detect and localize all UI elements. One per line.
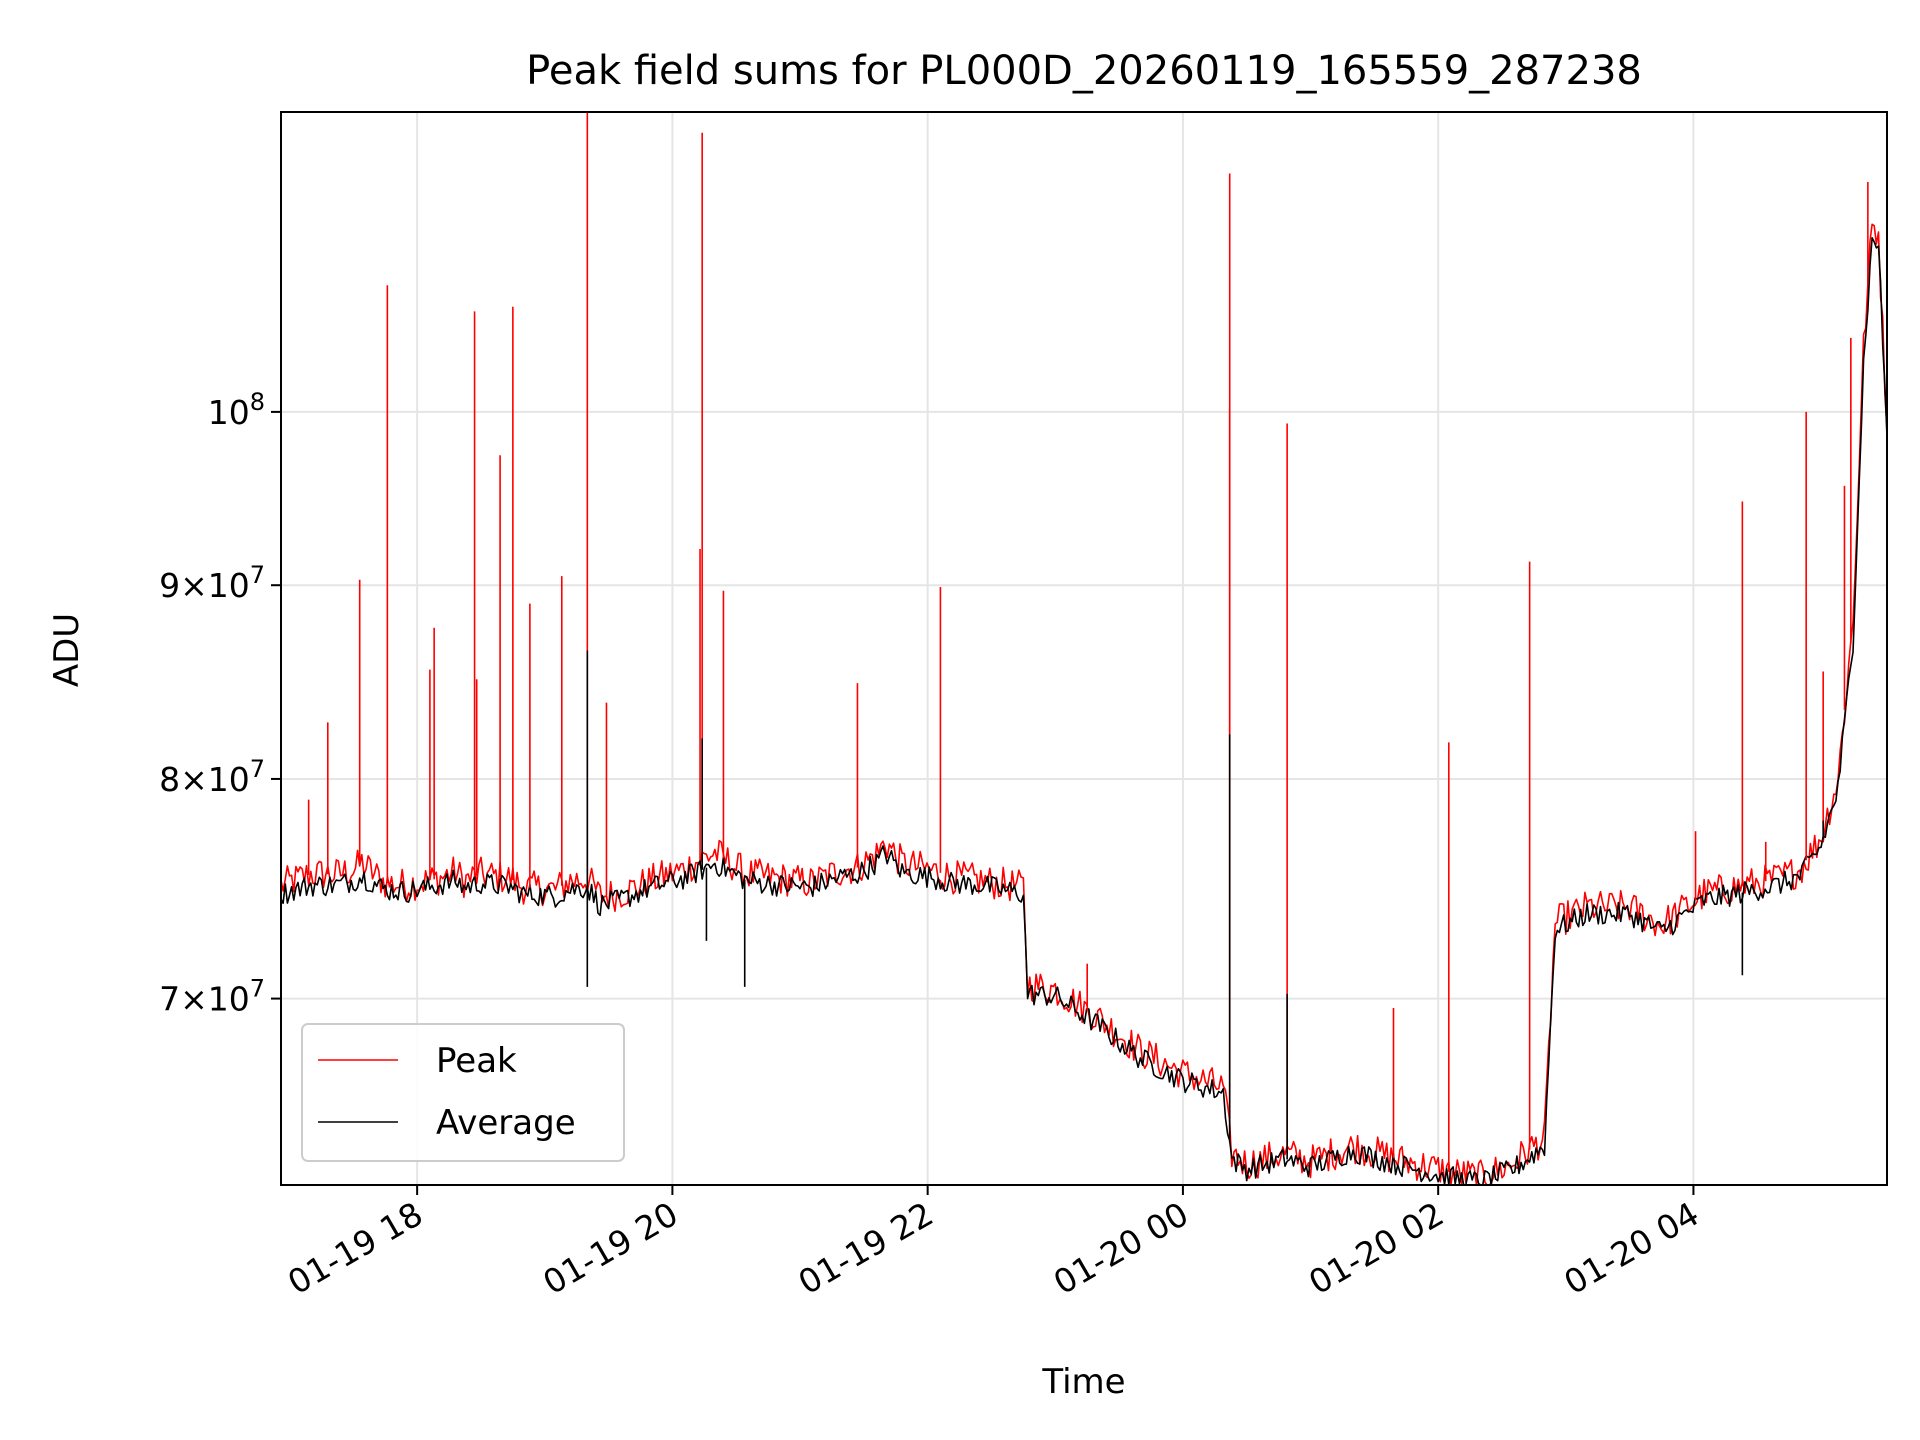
plot-frame [280, 111, 1888, 1186]
chart-title: Peak field sums for PL000D_20260119_1655… [526, 48, 1642, 94]
legend-box [301, 1023, 625, 1162]
legend-label-peak: Peak [436, 1041, 517, 1081]
series-line-peak [280, 223, 1888, 1186]
y-axis-label: ADU [47, 613, 87, 687]
legend: Peak Average [301, 1023, 625, 1162]
x-axis-label: Time [1041, 1362, 1125, 1402]
y-tick-label: 108 [208, 388, 265, 432]
y-tick-label: 9×107 [159, 561, 265, 605]
y-tick-label: 8×107 [159, 755, 265, 799]
series-line-average [280, 237, 1888, 1186]
y-tick-label: 7×107 [159, 975, 265, 1019]
grid [281, 112, 1887, 1185]
legend-label-average: Average [436, 1103, 576, 1143]
y-axis: 7×107 8×107 9×107 108 [159, 388, 281, 1019]
series-layer [280, 112, 1888, 1186]
